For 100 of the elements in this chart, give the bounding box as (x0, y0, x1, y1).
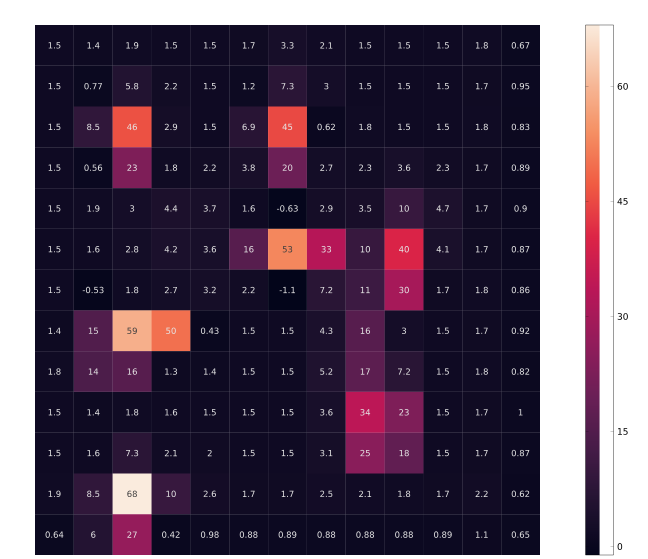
data-label: 1.5 (437, 450, 449, 456)
data-label: 1.4 (87, 409, 100, 416)
data-label: 1.5 (437, 124, 449, 130)
data-label: 2.2 (242, 286, 255, 294)
data-label: 16 (244, 246, 254, 252)
data-label: 34 (360, 409, 370, 416)
color-bar-label: 45 (617, 198, 628, 205)
data-label: 1.1 (476, 532, 488, 538)
data-label: 0.65 (512, 531, 530, 538)
data-label: 15 (88, 328, 98, 334)
data-label: 1.5 (48, 42, 60, 49)
data-label: 1.5 (204, 42, 216, 49)
data-label: 2.2 (204, 164, 216, 171)
data-label: 0.82 (512, 368, 530, 375)
data-label: 0.88 (240, 531, 258, 538)
data-label: 2.1 (320, 42, 332, 49)
data-label: 1.8 (126, 286, 138, 294)
data-label: 1.9 (126, 42, 138, 49)
data-label: 1.5 (165, 42, 177, 49)
data-label: 6 (91, 531, 96, 538)
data-label: 0.64 (46, 531, 64, 538)
data-label: 1.5 (48, 83, 60, 90)
data-label: 0.89 (278, 531, 296, 538)
data-label: 2.2 (476, 490, 488, 497)
data-label: 1.5 (204, 124, 216, 130)
data-label: 25 (360, 450, 370, 456)
data-label: 1.5 (48, 205, 60, 212)
data-label: 4.2 (164, 246, 177, 252)
data-label: 1.7 (476, 83, 488, 90)
data-label: 2 (208, 450, 212, 456)
data-label: 0.87 (512, 450, 530, 456)
data-label: 2.1 (359, 490, 372, 497)
data-label: 1.5 (437, 368, 449, 375)
data-label: 4.4 (164, 205, 178, 212)
data-label: 7.2 (398, 368, 410, 375)
data-label: 46 (127, 124, 137, 130)
data-label: 1.5 (242, 328, 255, 334)
data-label: 23 (127, 164, 137, 171)
data-label: 2.9 (164, 124, 178, 130)
data-label: 1.8 (165, 164, 178, 171)
data-label: 18 (400, 450, 409, 456)
data-label: 59 (127, 328, 137, 334)
data-label: 1.5 (242, 368, 255, 375)
data-label: 5.2 (320, 368, 332, 375)
color-bar-label: 30 (618, 313, 628, 320)
data-label: 4.7 (436, 205, 449, 212)
data-label: 1.5 (398, 42, 410, 49)
data-label: 33 (322, 246, 332, 252)
data-label: 1.8 (476, 286, 488, 294)
data-label: 0.89 (512, 164, 530, 171)
data-label: 11 (360, 286, 370, 294)
data-label: 1.7 (437, 286, 449, 294)
data-label: 3.1 (320, 450, 332, 456)
data-label: 3.3 (281, 42, 294, 49)
data-label: 1.7 (282, 490, 294, 497)
data-label: 1.4 (87, 42, 100, 48)
data-label: 1.7 (242, 490, 255, 497)
data-label: 1.5 (398, 83, 410, 90)
data-label: 2.7 (164, 286, 177, 294)
data-label: 17 (360, 368, 370, 375)
data-label: 0.62 (512, 490, 530, 498)
data-label: 0.77 (84, 82, 102, 90)
data-label: -1.1 (280, 286, 295, 294)
data-label: 0.95 (512, 82, 530, 90)
data-label: 23 (399, 409, 409, 416)
data-label: 1.7 (242, 42, 255, 48)
data-label: 1.5 (48, 286, 60, 294)
data-label: 2.5 (320, 490, 332, 498)
data-label: 0.87 (512, 246, 530, 252)
data-label: 1.5 (359, 42, 372, 49)
data-label: 0.88 (317, 531, 336, 538)
data-label: 1.5 (242, 450, 255, 456)
data-label: 1.5 (242, 409, 255, 416)
data-label: 1.6 (165, 409, 178, 416)
data-label: 4.1 (436, 246, 449, 252)
data-label: 1.6 (242, 205, 255, 212)
data-label: 8.5 (87, 490, 100, 498)
data-label: 3 (402, 328, 406, 334)
data-label: 1.4 (48, 328, 61, 334)
data-label: 0.67 (512, 42, 530, 49)
data-label: 1.7 (476, 450, 488, 456)
data-label: 1.8 (398, 490, 410, 498)
data-label: 10 (400, 205, 409, 212)
data-label: 8.5 (87, 124, 100, 130)
data-label: 3 (130, 205, 134, 212)
data-label: 1.8 (48, 368, 61, 375)
data-label: 1.5 (398, 124, 410, 130)
data-label: 1.5 (48, 124, 60, 130)
data-label: 1.6 (87, 246, 100, 252)
color-bar-label: 0 (618, 543, 622, 550)
data-label: 1.8 (476, 42, 488, 49)
data-label: 0.86 (512, 286, 530, 294)
data-label: 1.8 (476, 124, 488, 130)
color-bar-label: 15 (618, 428, 628, 435)
data-label: 16 (360, 328, 370, 334)
data-label: 1.3 (165, 368, 178, 375)
data-label: 14 (88, 368, 98, 375)
data-label: 6.9 (242, 124, 255, 130)
data-label: 1.7 (476, 164, 488, 171)
data-label: 1.4 (204, 368, 216, 375)
